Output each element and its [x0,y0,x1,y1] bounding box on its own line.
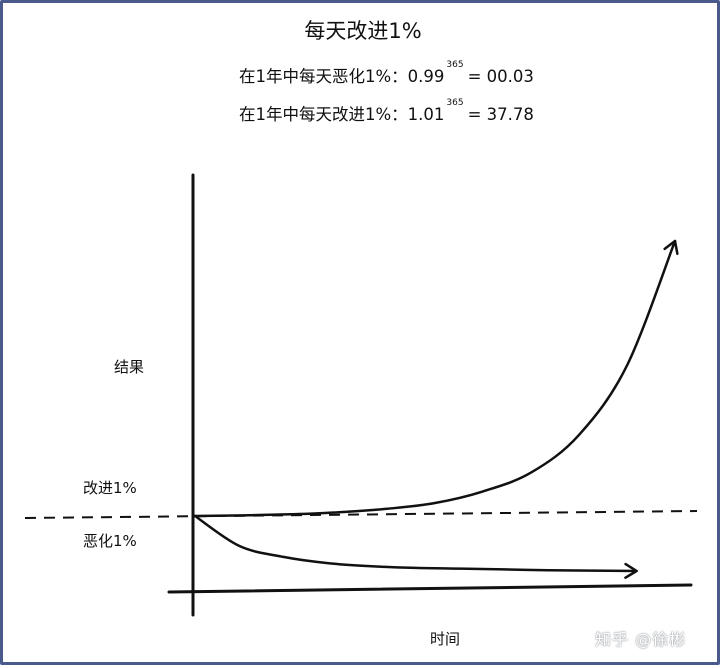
series-worse-line [195,516,637,571]
y-axis-label: 结果 [114,356,144,377]
legend-improve-label: 改进1% [83,477,137,498]
series-improve-line [195,241,675,516]
x-axis-label: 时间 [430,628,460,649]
legend-worse-label: 恶化1% [83,530,137,551]
plot-area [3,3,720,668]
watermark: 知乎 @徐彬 [595,626,686,650]
x-axis-line [169,585,691,592]
